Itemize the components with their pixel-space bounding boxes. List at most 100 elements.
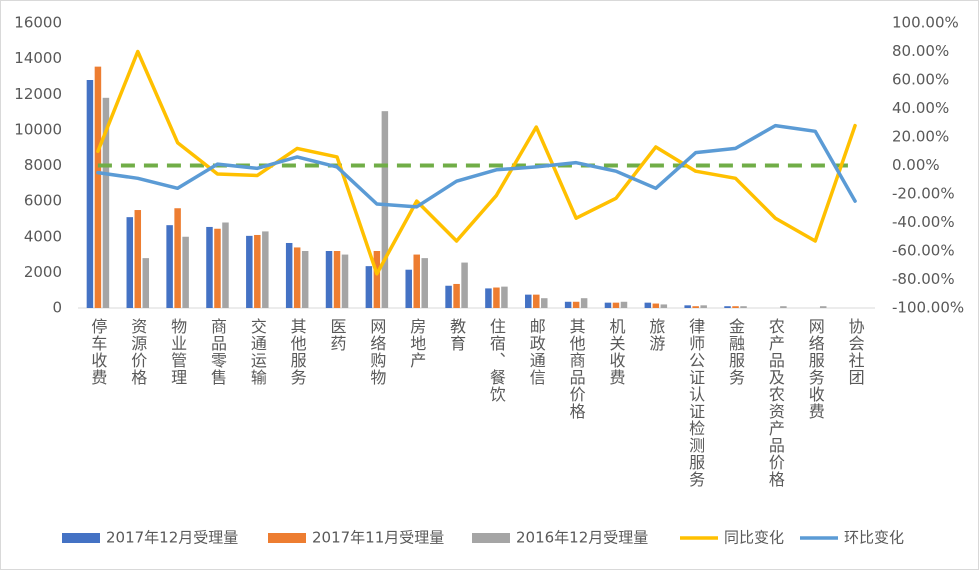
- bar: [94, 66, 102, 308]
- x-tick-label: 住宿、餐饮: [487, 318, 506, 403]
- y2-tick-label: -100.00%: [892, 299, 964, 317]
- y2-tick-label: 20.00%: [892, 128, 949, 146]
- bar: [692, 306, 699, 308]
- bar: [214, 228, 221, 308]
- x-tick-label: 律师公证认证检测服务: [686, 318, 705, 488]
- bar: [254, 234, 261, 308]
- y-tick-label: 0: [52, 299, 62, 317]
- bar: [333, 251, 341, 308]
- bar: [724, 306, 731, 308]
- bar: [222, 222, 229, 308]
- bar: [413, 254, 420, 308]
- bar: [501, 286, 508, 308]
- bar: [780, 306, 787, 308]
- x-tick-label: 网络购物: [367, 318, 386, 386]
- bar: [620, 301, 628, 308]
- y-tick-label: 4000: [24, 227, 62, 245]
- y-tick-label: 12000: [14, 85, 62, 103]
- y2-tick-label: 0.00%: [892, 156, 940, 174]
- bar: [525, 294, 532, 308]
- x-tick-label: 其他商品价格: [567, 318, 586, 420]
- bar: [293, 247, 301, 308]
- y2-tick-label: -80.00%: [892, 270, 955, 288]
- bar: [102, 97, 110, 308]
- legend-swatch: [62, 533, 100, 543]
- bar: [174, 208, 181, 308]
- y-tick-label: 6000: [24, 192, 62, 210]
- y2-tick-label: -40.00%: [892, 213, 955, 231]
- bar: [301, 251, 309, 308]
- bar: [341, 254, 349, 308]
- legend-label: 环比变化: [844, 529, 904, 547]
- bar: [684, 305, 691, 308]
- bar: [533, 294, 540, 308]
- bar: [541, 298, 548, 308]
- bar: [421, 258, 428, 308]
- bar: [246, 235, 253, 308]
- x-tick-label: 机关收费: [606, 318, 625, 386]
- legend-label: 2016年12月受理量: [516, 529, 648, 547]
- x-tick-label: 医药: [328, 318, 347, 352]
- bar: [564, 301, 572, 308]
- y2-tick-label: 60.00%: [892, 71, 949, 89]
- line-series: [96, 123, 857, 209]
- bar: [373, 251, 381, 308]
- x-tick-label: 协会社团: [846, 318, 865, 386]
- bar: [580, 298, 588, 308]
- bar: [166, 225, 173, 308]
- y-tick-label: 2000: [24, 263, 62, 281]
- y2-tick-label: 40.00%: [892, 99, 949, 117]
- x-tick-label: 金融服务: [726, 318, 745, 386]
- x-tick-label: 资源价格: [128, 318, 147, 386]
- bar: [461, 262, 468, 308]
- bar: [612, 302, 620, 308]
- bar: [740, 306, 747, 308]
- bar: [142, 258, 150, 308]
- bar: [652, 303, 660, 308]
- x-tick-label: 教育: [447, 318, 466, 352]
- bar: [604, 302, 612, 308]
- y-tick-label: 14000: [14, 49, 62, 67]
- legend-label: 2017年11月受理量: [312, 529, 444, 547]
- bar: [86, 80, 94, 308]
- bar: [126, 217, 134, 308]
- x-tick-label: 旅游: [646, 318, 665, 352]
- bar: [285, 242, 293, 308]
- x-tick-label: 网络服务收费: [806, 318, 825, 420]
- bar: [644, 302, 652, 308]
- y2-tick-label: -60.00%: [892, 242, 955, 260]
- y2-tick-label: 80.00%: [892, 42, 949, 60]
- legend-label: 同比变化: [724, 529, 784, 547]
- y2-tick-label: -20.00%: [892, 185, 955, 203]
- x-tick-label: 房地产: [407, 318, 426, 369]
- bar: [134, 210, 142, 308]
- bar: [700, 305, 707, 308]
- x-tick-label: 其他服务: [288, 318, 307, 386]
- bar: [660, 304, 668, 308]
- x-tick-label: 交通运输: [248, 318, 267, 386]
- bar: [262, 231, 269, 308]
- bar: [445, 285, 452, 308]
- x-tick-label: 农产品及农资产品价格: [766, 318, 785, 488]
- bar: [381, 111, 389, 308]
- y-tick-label: 16000: [14, 14, 62, 32]
- bar: [485, 288, 492, 308]
- legend-label: 2017年12月受理量: [106, 529, 238, 547]
- bar: [453, 283, 460, 308]
- y2-tick-label: 100.00%: [892, 14, 959, 32]
- bar: [325, 251, 333, 308]
- line-series: [96, 49, 857, 276]
- bar: [493, 287, 500, 308]
- y-tick-label: 10000: [14, 120, 62, 138]
- bar: [819, 306, 827, 308]
- bar: [732, 306, 739, 308]
- y-tick-label: 8000: [24, 156, 62, 174]
- bar: [572, 301, 580, 308]
- bar: [405, 269, 412, 308]
- bar: [182, 236, 189, 308]
- x-tick-label: 邮政通信: [527, 318, 546, 386]
- x-tick-label: 商品零售: [208, 318, 227, 386]
- legend-swatch: [472, 533, 510, 543]
